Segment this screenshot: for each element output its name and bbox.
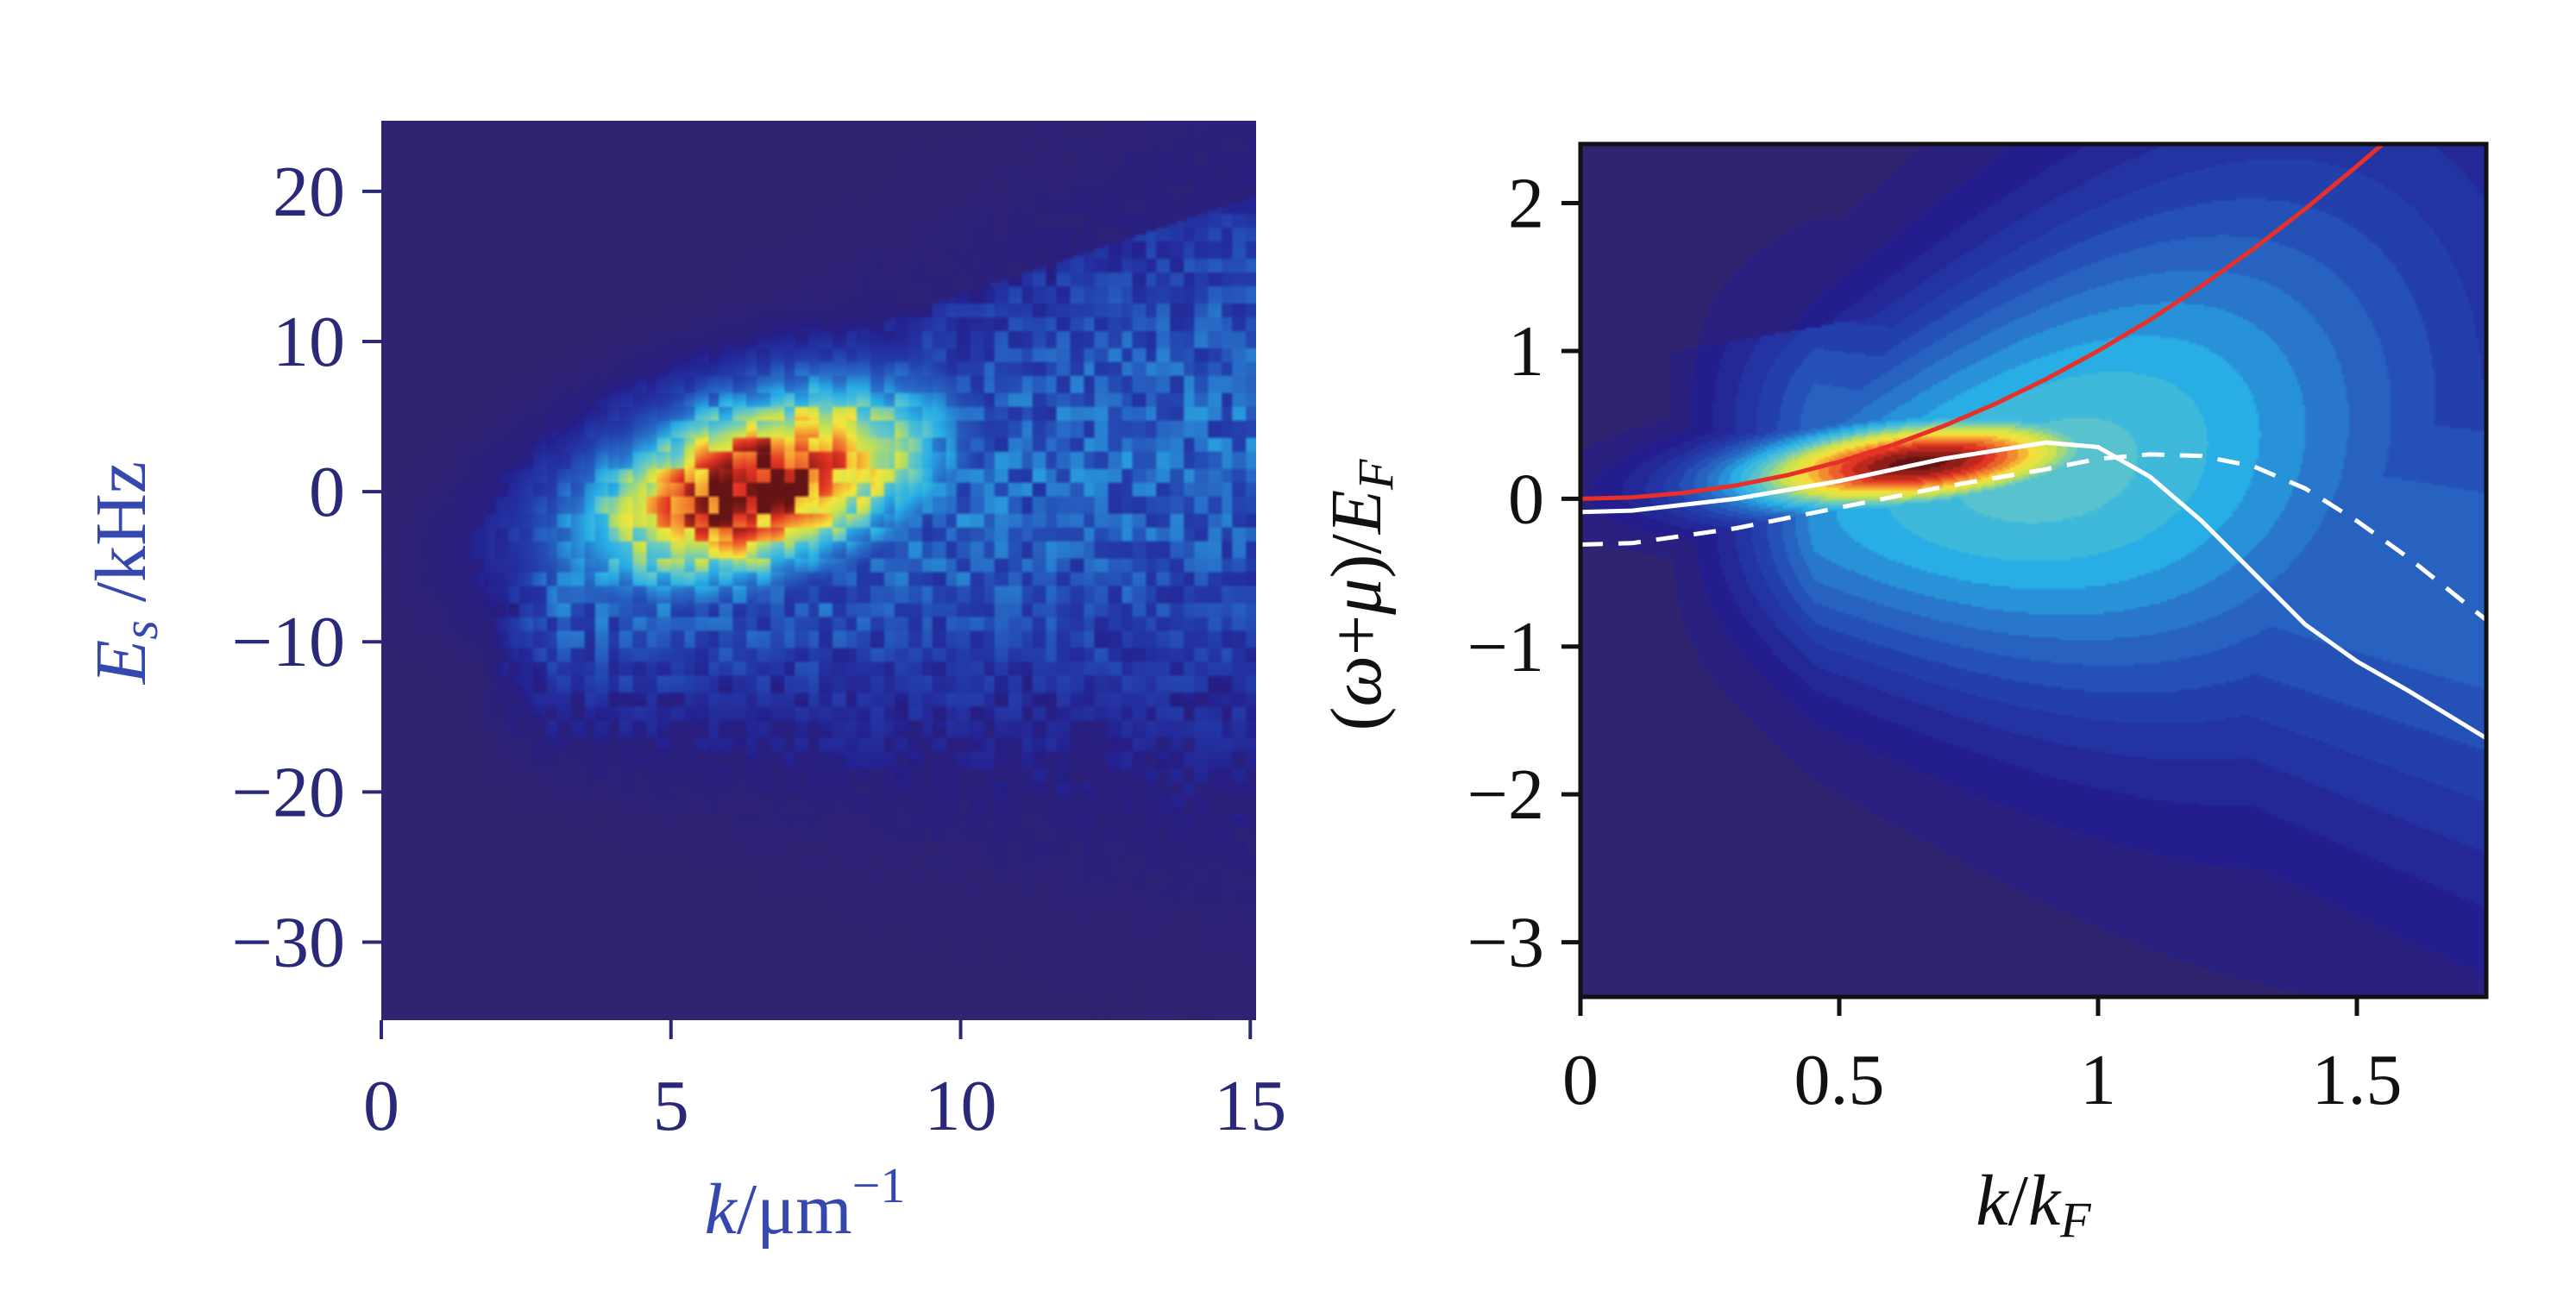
y-tick-label: −2	[1467, 755, 1544, 835]
right-heatmap	[1580, 144, 2486, 997]
y-tick-label: −1	[1467, 607, 1544, 687]
x-tick-label: 15	[1214, 1066, 1286, 1146]
right-x-label: k/kF	[1976, 1161, 2091, 1248]
y-tick-label: 0	[1508, 459, 1544, 539]
y-tick-label: −3	[1467, 903, 1544, 983]
y-tick-label: −10	[232, 602, 345, 682]
series-line-dashed-white	[1580, 452, 2486, 622]
right-axes: 210−1−2−30 0.5 1 1.5	[1467, 141, 2489, 1120]
y-tick-label: 2	[1508, 164, 1544, 244]
left-x-label: k/μm−1	[705, 1157, 906, 1250]
x-tick-label: 5	[653, 1066, 689, 1146]
y-tick-label: 0	[309, 452, 345, 532]
x-tick-label: 0	[1562, 1040, 1599, 1120]
y-tick-label: −30	[232, 902, 345, 982]
y-tick-label: 20	[273, 152, 345, 232]
left-y-label: Es /kHz	[81, 461, 168, 685]
left-axes: 20 10 0 −10 −20 −30 0 5 10 15	[232, 152, 1287, 1146]
y-tick-label: 10	[273, 302, 345, 382]
left-heatmap	[381, 121, 1256, 1020]
series-line-solid-white	[1580, 440, 2486, 741]
x-tick-label: 0.5	[1794, 1040, 1885, 1120]
x-tick-label: 1.5	[2312, 1040, 2403, 1120]
y-tick-label: 1	[1508, 311, 1544, 392]
x-tick-label: 1	[2080, 1040, 2116, 1120]
y-tick-label: −20	[232, 752, 345, 832]
x-tick-label: 0	[363, 1066, 399, 1146]
x-tick-label: 10	[925, 1066, 997, 1146]
right-y-label: (ω+μ)/EF	[1316, 459, 1404, 730]
series-line-free-dispersion	[1580, 144, 2384, 501]
plot-frame	[1578, 141, 2489, 999]
